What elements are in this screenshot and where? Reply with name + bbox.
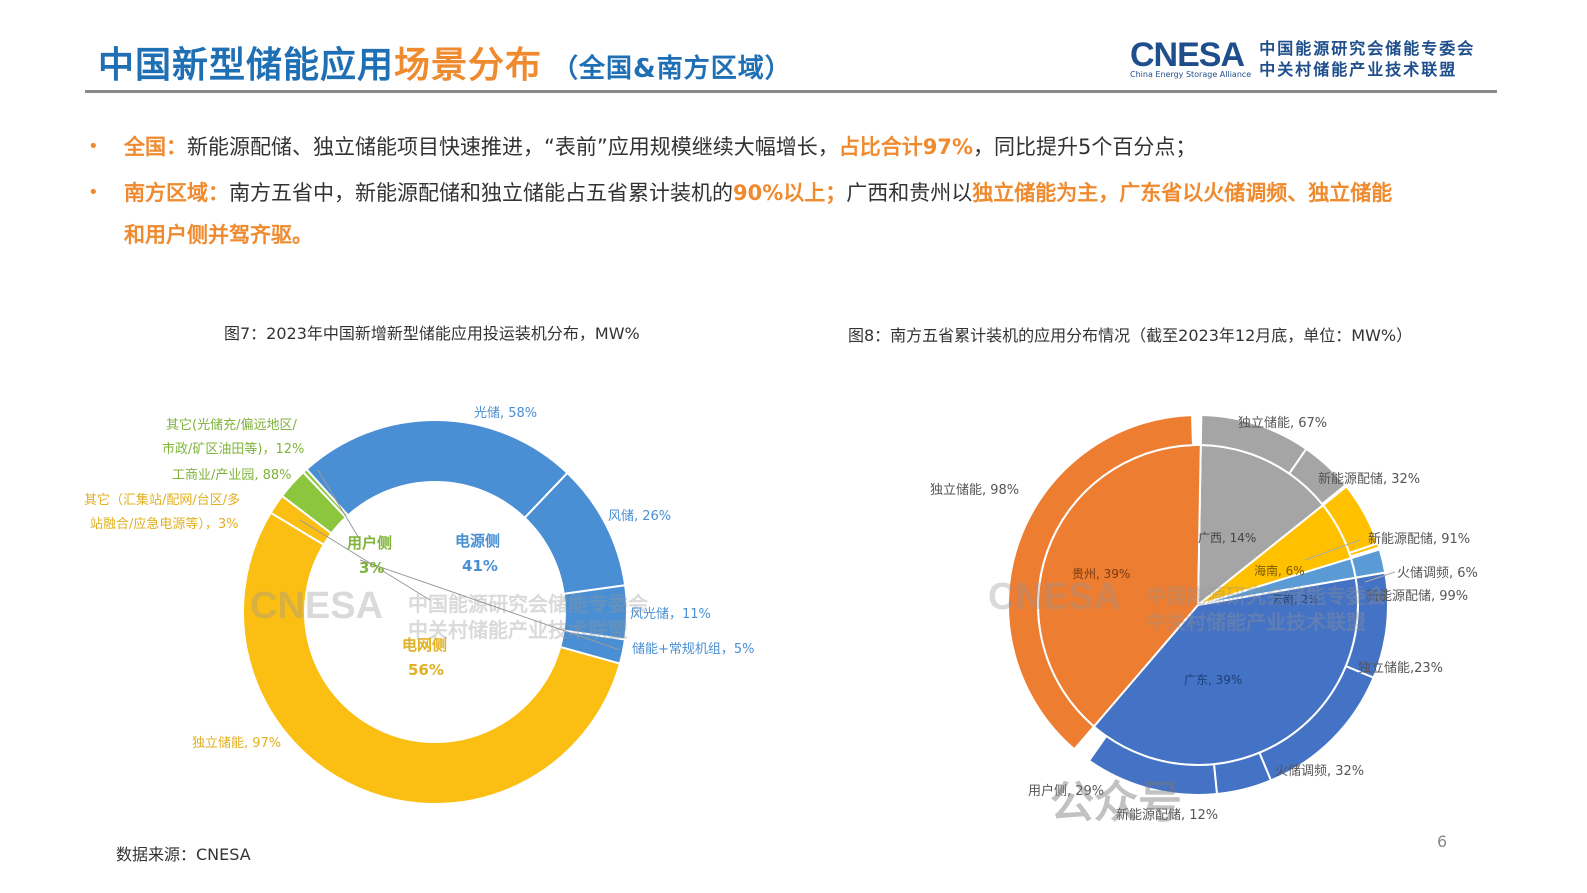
header-divider [85, 90, 1497, 93]
label-gd-thermal: 火储调频, 32% [1275, 764, 1365, 779]
bullet-label: 全国： [124, 135, 187, 159]
watermark-line1: 中国能源研究会储能专委会 [408, 592, 648, 616]
bullet-dot-icon: • [88, 182, 99, 203]
watermark-brand-2: CNESA [988, 576, 1122, 618]
chart1-title: 图7：2023年中国新增新型储能应用投运装机分布，MW% [224, 324, 640, 343]
chart2-title: 图8：南方五省累计装机的应用分布情况（截至2023年12月底，单位：MW%） [848, 326, 1413, 345]
label-pv: 光储, 58% [474, 406, 538, 421]
chart2-sunburst [1007, 414, 1390, 796]
title-main: 中国新型储能应用 [98, 45, 395, 86]
label-user-other-1: 其它(光储充/偏远地区/ [166, 418, 297, 433]
bullet-south: • 南方区域：南方五省中，新能源配储和独立储能占五省累计装机的90%以上；广西和… [88, 170, 1528, 216]
bullet-label: 南方区域： [124, 181, 229, 205]
label-user-other-2: 市政/矿区油田等)，12% [162, 442, 305, 457]
bullet-highlight: 占比合计97% [838, 135, 974, 159]
label-independent: 独立储能, 97% [192, 736, 282, 751]
inner-yn: 云南, 2% [1272, 593, 1319, 606]
inner-grid-label: 电网侧 [402, 636, 448, 654]
label-gz-indep: 独立储能, 98% [930, 483, 1020, 498]
watermark-line2-2: 中关村储能产业技术联盟 [1146, 610, 1366, 634]
logo-brand: CNESA [1130, 35, 1245, 74]
inner-gz: 贵州, 39% [1072, 567, 1131, 581]
inner-hn: 海南, 6% [1254, 564, 1305, 578]
watermark-line1-2: 中国能源研究会储能专委会 [1146, 584, 1386, 608]
label-wind-pv: 风光储，11% [630, 607, 711, 622]
inner-power-pct: 41% [462, 557, 498, 575]
label-gd-indep: 独立储能,23% [1358, 661, 1444, 676]
data-source: 数据来源：CNESA [116, 845, 251, 864]
leader-lines [299, 469, 1396, 651]
sunburst-outer-segment [1287, 447, 1347, 506]
label-wind: 风储, 26% [608, 509, 672, 524]
bullet-national: • 全国：新能源配储、独立储能项目快速推进，“表前”应用规模继续大幅增长，占比合… [88, 124, 1528, 170]
cnesa-logo: CNESA China Energy Storage Alliance 中国能源… [1130, 38, 1475, 80]
label-ci: 工商业/产业园, 88% [172, 468, 292, 483]
bullet-continuation: 和用户侧并驾齐驱。 [124, 223, 313, 247]
logo-brand-sub: China Energy Storage Alliance [1130, 69, 1252, 79]
bullet-text: 广西和贵州以 [846, 181, 973, 205]
chart1-donut [242, 419, 628, 805]
inner-gd: 广东, 39% [1184, 673, 1243, 687]
inner-power-label: 电源侧 [455, 532, 501, 550]
label-hn-newe: 新能源配储, 91% [1368, 532, 1471, 547]
inner-user-pct: 3% [359, 559, 385, 577]
inner-gx: 广西, 14% [1198, 531, 1257, 545]
label-gx-newe: 新能源配储, 32% [1318, 472, 1421, 487]
label-thermal: 储能+常规机组，5% [632, 642, 755, 657]
watermark-line2: 中关村储能产业技术联盟 [408, 618, 628, 642]
donut-segment [242, 511, 622, 805]
bullet-highlight: 90%以上； [733, 181, 847, 205]
watermark-wechat: 公众号 [1050, 777, 1182, 828]
sunburst-outer-segment [1007, 414, 1194, 751]
bullet-text: 新能源配储、独立储能项目快速推进，“表前”应用规模继续大幅增长， [187, 135, 839, 159]
label-hn-thermal: 火储调频, 6% [1397, 566, 1478, 581]
logo-org-line1: 中国能源研究会储能专委会 [1259, 39, 1476, 58]
bullet-text: ，同比提升5个百分点； [973, 135, 1197, 159]
inner-user-label: 用户侧 [347, 534, 393, 552]
watermark-brand: CNESA [250, 585, 384, 627]
title-highlight: 场景分布 [394, 45, 543, 86]
label-gd-user: 用户侧, 29% [1028, 784, 1105, 799]
label-yn-newe: 新能源配储, 99% [1366, 589, 1469, 604]
label-grid-other-1: 其它（汇集站/配网/台区/多 [84, 493, 241, 508]
label-grid-other-2: 站融合/应急电源等），3% [90, 517, 239, 532]
page-title: 中国新型储能应用场景分布 （全国&南方区域） [98, 36, 792, 88]
label-gx-indep: 独立储能, 67% [1238, 416, 1328, 431]
logo-org-line2: 中关村储能产业技术联盟 [1259, 60, 1458, 79]
sunburst-outer-segment [1348, 542, 1381, 558]
page-number: 6 [1437, 832, 1448, 851]
bullet-dot-icon: • [88, 136, 99, 157]
bullet-text: 南方五省中，新能源配储和独立储能占五省累计装机的 [229, 181, 733, 205]
label-gd-newe: 新能源配储, 12% [1116, 808, 1219, 823]
inner-grid-pct: 56% [408, 661, 444, 679]
summary-bullets: • 全国：新能源配储、独立储能项目快速推进，“表前”应用规模继续大幅增长，占比合… [88, 124, 1528, 258]
donut-segment [305, 419, 569, 520]
title-subtitle: （全国&南方区域） [552, 54, 792, 84]
sunburst-outer-segment [1087, 734, 1219, 796]
bullet-highlight: 独立储能为主，广东省以火储调频、独立储能 [972, 181, 1393, 205]
